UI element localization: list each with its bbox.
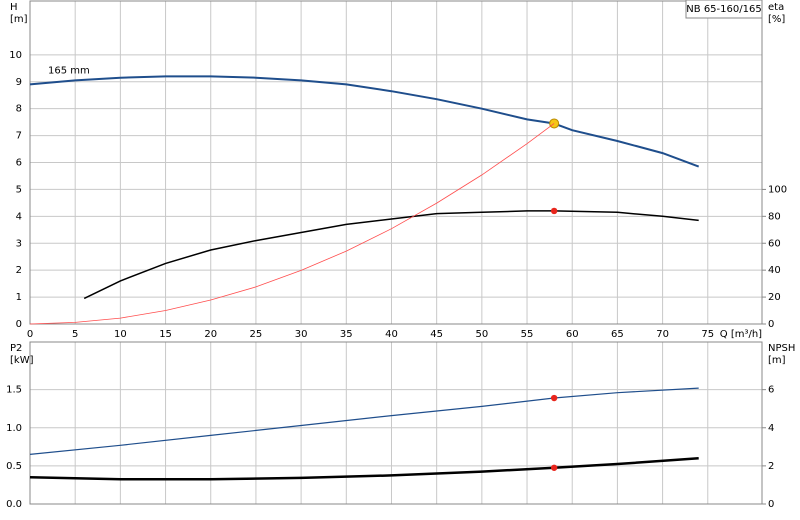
y-tick-label: 0 [16, 319, 22, 330]
curve [29, 123, 555, 325]
x-tick-label: 15 [159, 329, 172, 340]
y-tick-label: 8 [16, 104, 22, 115]
duty-point [550, 207, 558, 215]
x-tick-label: 20 [204, 329, 217, 340]
y2-axis-label: eta [768, 2, 784, 13]
x-tick-label: 50 [475, 329, 488, 340]
x-tick-label: 30 [295, 329, 308, 340]
curve-label: 165 mm [48, 65, 90, 76]
y2-tick-label: 100 [768, 184, 787, 195]
y2-tick-label: 0 [768, 319, 774, 330]
plot-frame [29, 341, 763, 505]
y-tick-label: 0.5 [6, 461, 22, 472]
y-tick-label: 5 [16, 184, 22, 195]
y-tick-label: 6 [16, 158, 22, 169]
y-tick-label: 1 [16, 292, 22, 303]
y-tick-label: 1.5 [6, 385, 22, 396]
duty-point [550, 464, 558, 471]
x-tick-label: 75 [701, 329, 714, 340]
x-tick-label: 5 [72, 329, 78, 340]
y2-tick-label: 60 [768, 238, 781, 249]
title-box [685, 0, 763, 19]
y2-tick-label: 80 [768, 211, 781, 222]
y-tick-label: 4 [16, 211, 22, 222]
x-tick-label: 40 [385, 329, 398, 340]
y2-tick-label: 4 [768, 423, 774, 434]
curve [29, 75, 700, 168]
curve [29, 387, 699, 455]
chart-title: NB 65-160/165 [686, 4, 761, 15]
y-axis-label: H [10, 2, 18, 13]
y2-tick-label: 20 [768, 292, 781, 303]
x-tick-label: 55 [521, 329, 534, 340]
x-tick-label: 60 [566, 329, 579, 340]
x-axis-label: Q [m³/h] [720, 329, 762, 340]
x-tick-label: 35 [340, 329, 353, 340]
y2-axis-label: NPSH [768, 343, 795, 354]
y2-axis-unit: [m] [768, 355, 786, 366]
y2-tick-label: 0 [768, 499, 774, 510]
x-tick-label: 65 [611, 329, 624, 340]
y-tick-label: 10 [9, 50, 22, 61]
y-axis-unit: [kW] [10, 355, 34, 366]
x-tick-label: 25 [250, 329, 263, 340]
y2-tick-label: 6 [768, 385, 774, 396]
y2-tick-label: 40 [768, 265, 781, 276]
x-tick-label: 45 [430, 329, 443, 340]
y2-tick-label: 2 [768, 461, 774, 472]
y-tick-label: 7 [16, 131, 22, 142]
y-tick-label: 1.0 [6, 423, 22, 434]
x-tick-label: 70 [656, 329, 669, 340]
y-axis-label: P2 [10, 343, 22, 354]
plot-area [30, 342, 762, 504]
y-tick-label: 0.0 [6, 499, 22, 510]
curve [83, 210, 699, 300]
x-tick-label: 0 [27, 329, 33, 340]
curve [29, 457, 699, 481]
x-tick-label: 10 [114, 329, 127, 340]
y2-axis-unit: [%] [768, 14, 785, 25]
duty-point [549, 118, 560, 129]
y-tick-label: 2 [16, 265, 22, 276]
duty-point [550, 394, 558, 402]
plot-frame [29, 0, 763, 325]
y-tick-label: 9 [16, 77, 22, 88]
y-tick-label: 3 [16, 238, 22, 249]
y-axis-unit: [m] [10, 14, 28, 25]
